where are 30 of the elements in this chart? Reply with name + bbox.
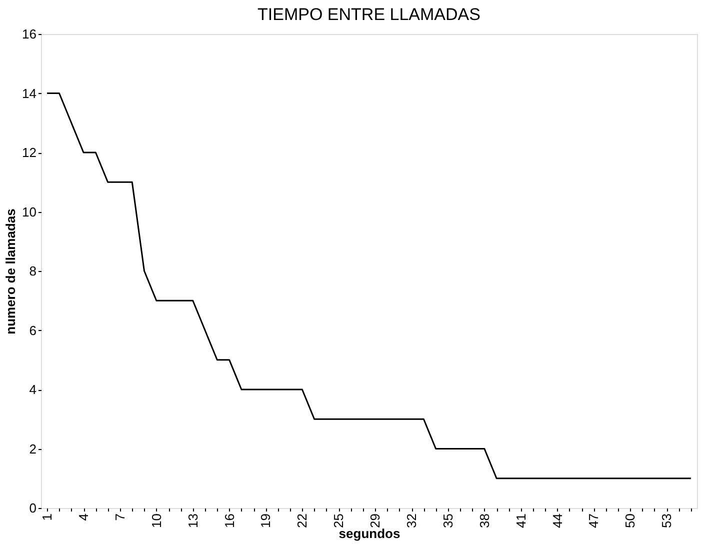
x-tick-label: 35 <box>440 514 456 528</box>
x-tick-label: 7 <box>112 514 128 521</box>
y-tick-label: 14 <box>22 86 36 101</box>
line-series <box>46 92 692 480</box>
x-tick-label: 41 <box>513 514 528 528</box>
y-axis-title: numero de llamadas <box>3 208 18 334</box>
x-tick-label: 1 <box>40 514 55 521</box>
x-tick-label: 13 <box>185 514 200 528</box>
x-tick-label: 44 <box>550 514 565 528</box>
y-tick-label: 0 <box>29 500 36 516</box>
x-tick-label: 10 <box>148 514 164 528</box>
x-tick-label: 32 <box>404 514 420 528</box>
y-tick-label: 6 <box>29 322 36 338</box>
y-tick-label: 2 <box>29 441 36 456</box>
x-tick-label: 53 <box>659 514 674 528</box>
x-tick-label: 47 <box>586 514 602 528</box>
y-tick-label: 8 <box>29 264 36 278</box>
y-tick-label: 16 <box>22 26 36 42</box>
x-tick-label: 38 <box>476 514 492 528</box>
x-tick-label: 25 <box>331 514 346 528</box>
chart-title: TIEMPO ENTRE LLAMADAS <box>258 5 480 24</box>
y-tick-label: 10 <box>22 204 36 220</box>
x-tick-label: 4 <box>76 514 92 521</box>
y-tick-label: 12 <box>22 145 36 160</box>
x-tick-label: 22 <box>294 514 310 528</box>
x-tick-label: 50 <box>622 514 638 528</box>
y-tick-label: 4 <box>29 382 36 397</box>
x-tick-label: 19 <box>258 514 274 528</box>
x-tick-label: 29 <box>368 514 383 528</box>
x-tick-label: 16 <box>222 514 237 528</box>
